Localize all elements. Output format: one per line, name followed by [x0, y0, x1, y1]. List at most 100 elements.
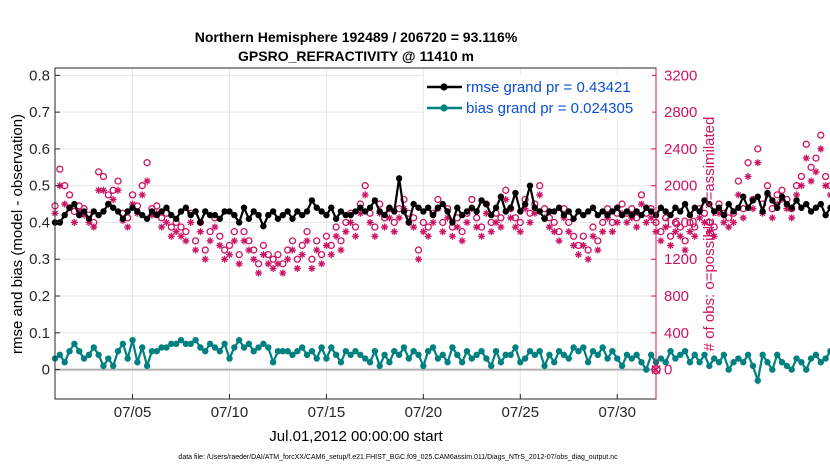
- bias-point: [391, 347, 398, 355]
- bias-point: [434, 355, 442, 362]
- obs-assimilated-point: [187, 218, 195, 226]
- bias-point: [255, 344, 262, 351]
- rmse-point: [798, 204, 805, 211]
- rmse-point: [391, 208, 398, 215]
- bias-point: [425, 347, 432, 355]
- rmse-point: [105, 200, 112, 208]
- left-tick-label: 0.6: [29, 141, 50, 158]
- obs-assimilated-point: [293, 264, 301, 272]
- rmse-point: [793, 197, 800, 204]
- bias-point: [706, 362, 713, 370]
- rmse-point: [318, 208, 325, 215]
- bias-point: [643, 366, 650, 373]
- bias-point: [614, 355, 621, 362]
- obs-assimilated-point: [516, 228, 524, 236]
- right-tick-label: 2400: [664, 141, 697, 158]
- obs-possible-point: [439, 218, 447, 227]
- obs-assimilated-point: [61, 200, 69, 208]
- obs-assimilated-point: [182, 237, 190, 245]
- rmse-point: [478, 197, 485, 204]
- obs-possible-point: [424, 223, 432, 231]
- rmse-point: [119, 215, 127, 222]
- obs-possible-point: [419, 218, 428, 227]
- bias-point: [609, 347, 616, 355]
- obs-possible-point: [65, 191, 74, 199]
- bias-point: [371, 347, 379, 355]
- rmse-point: [386, 204, 393, 211]
- rmse-point: [202, 208, 209, 215]
- obs-assimilated-point: [255, 269, 263, 277]
- obs-possible-point: [371, 223, 379, 231]
- rmse-point: [328, 204, 335, 211]
- rmse-point: [686, 211, 694, 219]
- obs-assimilated-point: [250, 255, 258, 263]
- obs-assimilated-point: [497, 223, 505, 231]
- obs-assimilated-point: [487, 228, 495, 236]
- bias-point: [672, 355, 679, 362]
- rmse-point: [303, 208, 311, 215]
- rmse-point: [822, 211, 829, 219]
- obs-assimilated-point: [594, 246, 602, 254]
- left-axis-label: rmse and bias (model - observation): [9, 114, 26, 354]
- obs-possible-point: [182, 228, 190, 236]
- bias-point: [667, 347, 674, 355]
- obs-possible-point: [734, 177, 743, 185]
- obs-assimilated-point: [671, 228, 679, 236]
- bias-point: [807, 355, 815, 362]
- obs-possible-point: [308, 255, 316, 263]
- obs-assimilated-point: [322, 241, 330, 249]
- x-tick-label: 07/05: [114, 404, 152, 421]
- bias-point: [221, 340, 228, 348]
- rmse-point: [235, 219, 243, 226]
- rmse-point: [269, 208, 277, 215]
- obs-assimilated-point: [390, 228, 398, 236]
- bias-point: [517, 359, 524, 366]
- obs-assimilated-point: [473, 223, 481, 231]
- obs-assimilated-point: [221, 255, 229, 263]
- left-tick-label: 0.3: [29, 251, 50, 268]
- bias-point: [541, 362, 548, 370]
- rmse-point: [90, 208, 97, 215]
- rmse-point: [812, 204, 820, 211]
- bias-point: [90, 344, 97, 351]
- obs-possible-point: [269, 255, 277, 263]
- obs-assimilated-point: [584, 255, 592, 263]
- rmse-point: [458, 211, 466, 219]
- footer-datafile: data file: /Users/raeder/DAI/ATM_forcXX/…: [178, 454, 618, 461]
- obs-possible-point: [662, 214, 670, 222]
- obs-possible-point: [191, 237, 200, 245]
- obs-possible-point: [468, 195, 476, 204]
- obs-possible-point: [676, 223, 684, 231]
- obs-assimilated-point: [206, 237, 214, 245]
- obs-assimilated-point: [744, 172, 752, 180]
- obs-assimilated-point: [647, 214, 655, 222]
- bias-point: [580, 344, 587, 351]
- obs-possible-point: [579, 232, 587, 240]
- bias-point: [361, 355, 369, 362]
- obs-assimilated-point: [371, 232, 379, 240]
- obs-possible-point: [313, 237, 321, 245]
- obs-assimilated-point: [637, 200, 645, 208]
- rmse-point: [260, 222, 267, 230]
- obs-possible-point: [143, 159, 151, 167]
- rmse-point: [289, 215, 296, 222]
- obs-assimilated-point: [822, 182, 830, 190]
- rmse-point: [206, 211, 214, 219]
- bias-point: [318, 344, 325, 351]
- bias-point: [158, 344, 165, 351]
- obs-possible-point: [691, 223, 699, 231]
- bias-point: [589, 347, 597, 355]
- obs-possible-point: [225, 241, 234, 250]
- obs-possible-point: [666, 232, 675, 240]
- bias-point: [647, 351, 655, 359]
- obs-assimilated-point: [536, 191, 544, 199]
- obs-assimilated-point: [410, 223, 418, 231]
- bias-point: [439, 351, 446, 359]
- bias-point: [599, 344, 606, 351]
- rmse-point: [662, 208, 669, 215]
- bias-point: [735, 355, 742, 362]
- legend-rmse-marker: [440, 83, 448, 91]
- bias-point: [66, 347, 73, 355]
- obs-possible-point: [807, 163, 815, 171]
- rmse-point: [580, 211, 587, 219]
